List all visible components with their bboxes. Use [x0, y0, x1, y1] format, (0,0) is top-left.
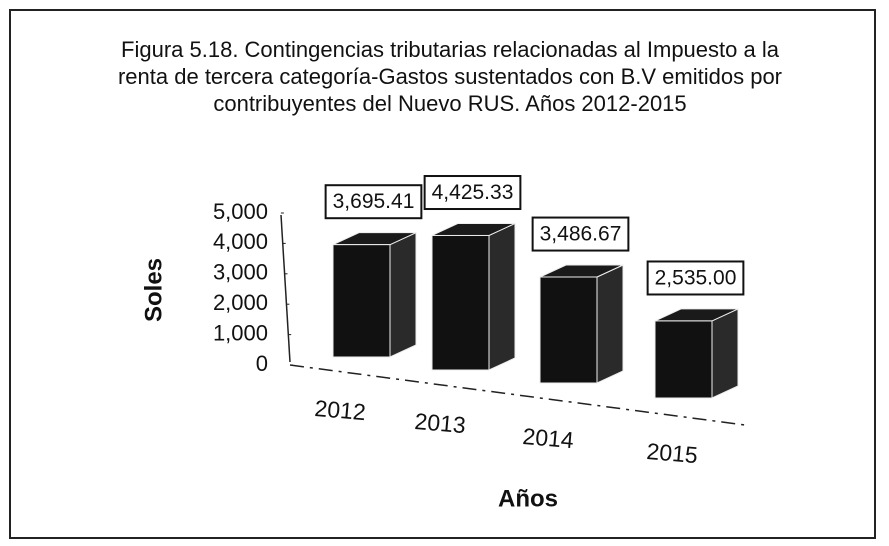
- y-tick-label: 4,000: [213, 229, 268, 254]
- y-tick-label: 1,000: [213, 320, 268, 345]
- value-label: 3,486.67: [540, 223, 622, 246]
- bar-side: [596, 264, 624, 384]
- x-tick-label: 2013: [414, 408, 467, 438]
- bar: [332, 244, 391, 358]
- x-tick-label: 2014: [522, 423, 575, 453]
- y-axis-label: Soles: [140, 258, 167, 322]
- value-label: 3,695.41: [333, 190, 415, 213]
- bar: [431, 234, 490, 371]
- y-axis: [280, 214, 291, 363]
- value-label: 2,535.00: [655, 266, 737, 289]
- y-tick-label: 5,000: [213, 199, 268, 224]
- x-tick-label: 2012: [314, 395, 367, 425]
- value-label-box: [646, 260, 745, 296]
- bar-side: [488, 222, 516, 371]
- y-tick-label: 0: [256, 351, 268, 376]
- y-tick-label: 3,000: [213, 260, 268, 285]
- bar-side: [711, 308, 739, 399]
- x-axis-label: Años: [498, 485, 558, 512]
- bar: [539, 276, 598, 384]
- value-label-box: [423, 175, 522, 211]
- bar-side: [389, 231, 417, 358]
- value-label-box: [324, 184, 423, 220]
- y-tick-label: 2,000: [213, 290, 268, 315]
- frame: [9, 9, 876, 539]
- x-tick-label: 2015: [646, 438, 699, 468]
- bar: [654, 320, 713, 399]
- value-label: 4,425.33: [432, 181, 514, 204]
- chart-title: Figura 5.18. Contingencias tributarias r…: [117, 37, 783, 116]
- value-label-box: [531, 216, 630, 252]
- floor-line: [289, 364, 746, 426]
